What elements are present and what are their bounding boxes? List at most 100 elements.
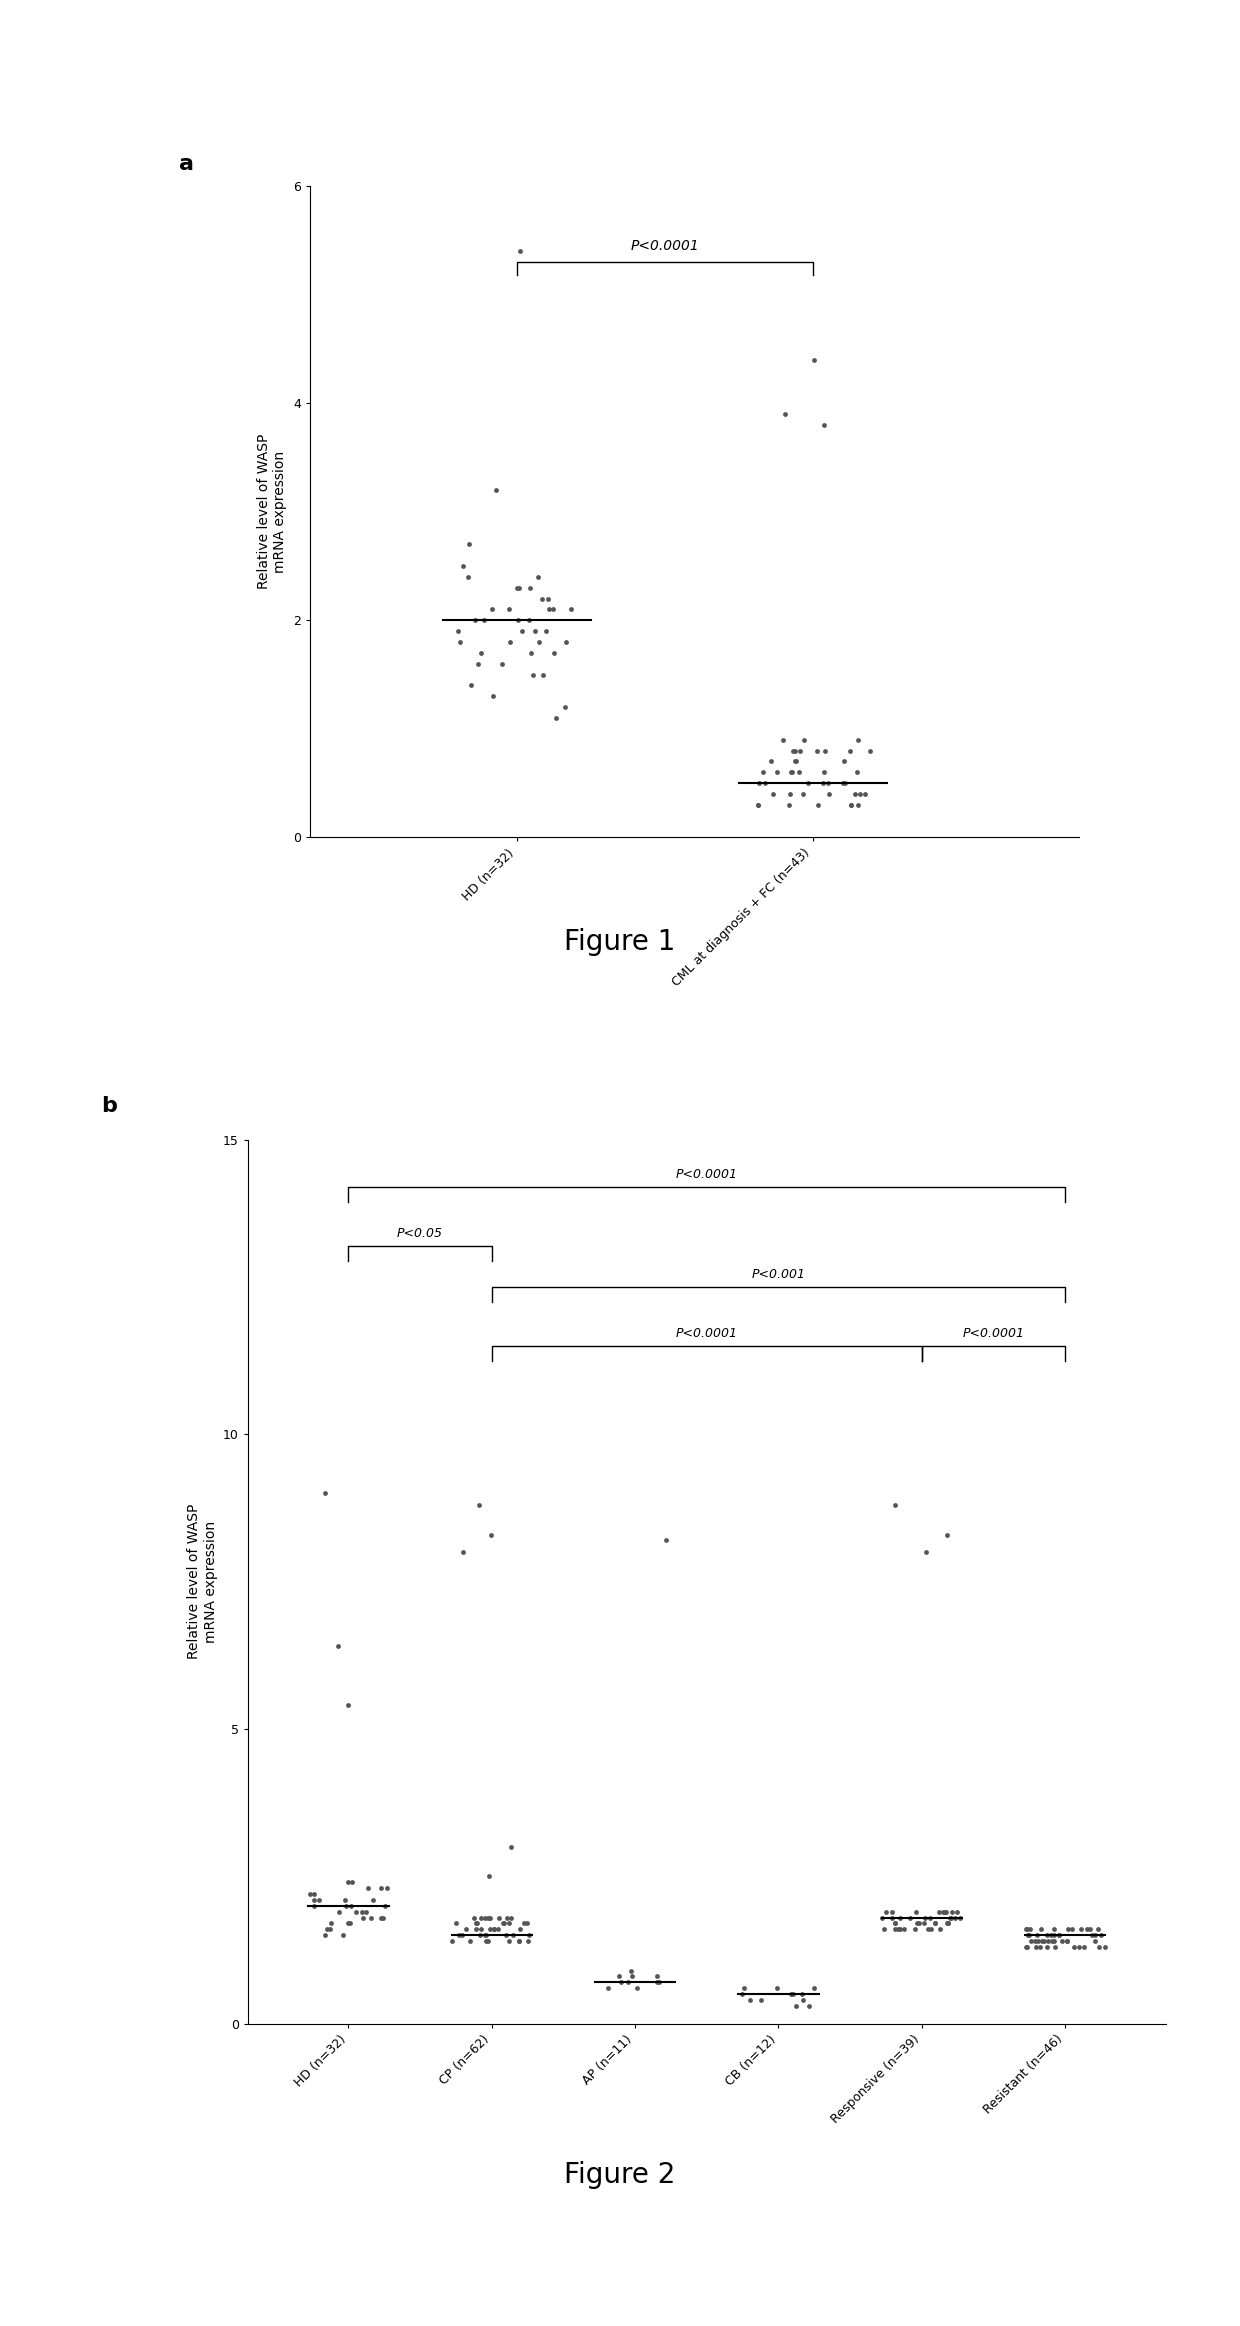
Point: [841, 786, 861, 823]
Point: [484, 677, 503, 714]
Point: [495, 1905, 515, 1942]
Point: [841, 733, 861, 770]
Point: [342, 1863, 362, 1900]
Point: [861, 733, 880, 770]
Point: [817, 765, 837, 802]
Point: [950, 1898, 970, 1935]
Point: [533, 656, 553, 693]
Point: [510, 233, 529, 270]
Point: [465, 602, 485, 640]
Point: [543, 591, 563, 628]
Point: [1024, 1924, 1044, 1961]
Point: [775, 395, 795, 433]
Point: [808, 786, 828, 823]
Point: [475, 1898, 495, 1935]
Text: P<0.0001: P<0.0001: [676, 1328, 738, 1340]
Point: [377, 1870, 397, 1907]
Point: [501, 1898, 521, 1935]
Point: [848, 721, 868, 758]
Point: [941, 1898, 961, 1935]
Point: [936, 1893, 956, 1931]
Point: [789, 754, 808, 791]
Point: [1045, 1928, 1065, 1965]
Point: [815, 733, 835, 770]
Point: [475, 602, 495, 640]
Point: [782, 754, 802, 791]
Point: [1044, 1917, 1064, 1954]
Point: [456, 1910, 476, 1947]
Point: [544, 635, 564, 672]
Point: [315, 1917, 335, 1954]
Point: [454, 547, 474, 584]
Point: [942, 1893, 962, 1931]
Point: [1042, 1924, 1061, 1961]
Text: P<0.001: P<0.001: [751, 1268, 806, 1282]
Point: [749, 786, 769, 823]
Point: [500, 591, 520, 628]
Point: [1095, 1928, 1115, 1965]
Point: [521, 635, 541, 672]
Point: [339, 1863, 358, 1900]
Point: [476, 1924, 496, 1961]
Point: [560, 591, 580, 628]
Point: [794, 775, 813, 812]
Point: [450, 623, 470, 661]
Point: [877, 1893, 897, 1931]
Point: [790, 733, 810, 770]
Point: [833, 742, 853, 779]
Point: [609, 1958, 629, 1996]
Point: [358, 1870, 378, 1907]
Point: [930, 1910, 950, 1947]
Point: [885, 1486, 905, 1524]
Point: [353, 1898, 373, 1935]
Point: [900, 1898, 920, 1935]
Point: [1056, 1924, 1076, 1961]
Point: [480, 1910, 500, 1947]
Point: [340, 1905, 360, 1942]
Point: [1018, 1917, 1038, 1954]
Point: [920, 1898, 940, 1935]
Point: [805, 342, 825, 379]
Point: [492, 1905, 512, 1942]
Point: [1064, 1928, 1084, 1965]
Point: [833, 765, 853, 802]
Point: [1069, 1928, 1089, 1965]
Point: [815, 754, 835, 791]
Point: [932, 1893, 952, 1931]
Point: [320, 1910, 340, 1947]
Point: [346, 1893, 366, 1931]
Point: [611, 1963, 631, 2000]
Point: [492, 644, 512, 682]
Point: [460, 1924, 480, 1961]
Point: [446, 1905, 466, 1942]
Point: [939, 1905, 959, 1942]
Point: [856, 775, 875, 812]
Point: [1028, 1924, 1048, 1961]
Point: [329, 1628, 348, 1665]
Point: [1074, 1928, 1094, 1965]
Point: [1017, 1910, 1037, 1947]
Point: [890, 1910, 910, 1947]
Point: [479, 1858, 498, 1896]
Point: [508, 570, 528, 607]
Point: [449, 612, 469, 649]
Point: [797, 765, 817, 802]
Point: [766, 1970, 786, 2007]
Point: [906, 1893, 926, 1931]
Point: [373, 1898, 393, 1935]
Point: [1071, 1910, 1091, 1947]
Point: [537, 612, 557, 649]
Point: [441, 1924, 461, 1961]
Point: [1091, 1917, 1111, 1954]
Point: [841, 786, 861, 823]
Point: [774, 721, 794, 758]
Point: [848, 786, 868, 823]
Point: [799, 1986, 818, 2024]
Point: [795, 721, 815, 758]
Point: [529, 623, 549, 661]
Point: [481, 1517, 501, 1554]
Point: [748, 786, 768, 823]
Point: [925, 1905, 945, 1942]
Point: [518, 1924, 538, 1961]
Point: [304, 1875, 324, 1912]
